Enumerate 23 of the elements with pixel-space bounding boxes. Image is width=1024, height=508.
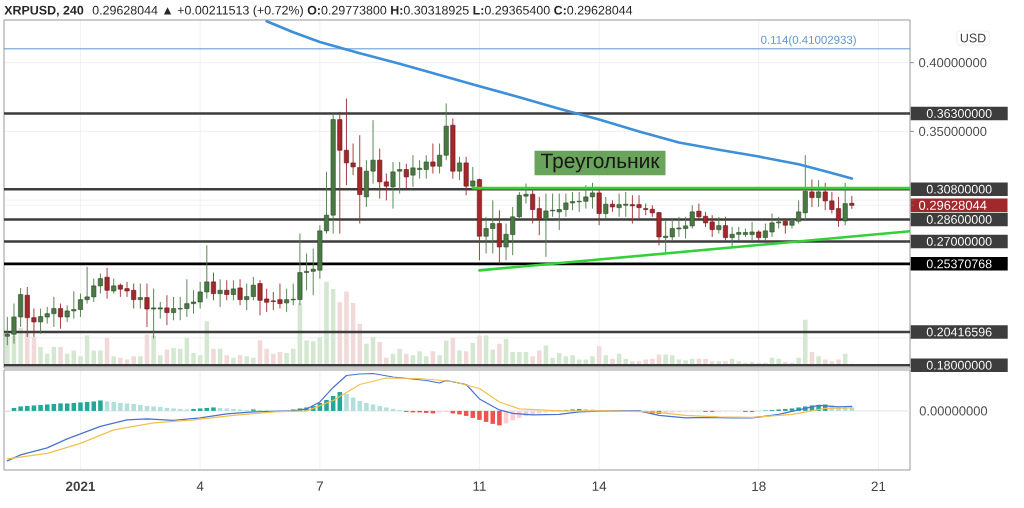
annotation: Треугольник (541, 153, 660, 173)
chart-title: XRPUSD, 240 (4, 5, 84, 17)
ref-line-label: 0.00000000 (919, 406, 988, 416)
x-tick-label: 11 (473, 481, 486, 491)
ref-line-label: 0.30800000 (926, 184, 992, 194)
x-tick-label: 14 (592, 481, 607, 491)
y-axis-title: USD (960, 33, 986, 43)
x-tick-label: 21 (871, 481, 886, 491)
ref-line-label: 0.36300000 (926, 109, 992, 118)
text: 0.29628044 ▲ +0.00211513 (+0.72%) O:0.29773800 H:0.30318925 L:0.29365400 C:0.29628044 (92, 5, 633, 18)
ref-line-label: 0.25370768 (926, 259, 992, 269)
x-tick-label: 7 (316, 481, 323, 491)
x-tick-label: 18 (752, 481, 766, 492)
ref-line-label: 0.18000000 (926, 360, 992, 370)
x-tick-label: 4 (196, 481, 204, 491)
y-tick-label: 0.35000000 (919, 126, 987, 136)
y-tick-label: 0.40000000 (919, 58, 987, 68)
ref-line-label: 0.28600000 (926, 215, 992, 224)
x-tick-label: 2021 (65, 481, 96, 492)
y-tick-label: 0.29628044 (919, 200, 987, 210)
ref-line-label: 0.20416596 (926, 327, 992, 337)
annotation: 0.114(0.41002933) (761, 35, 856, 47)
ref-line-label: 0.27000000 (926, 237, 992, 246)
